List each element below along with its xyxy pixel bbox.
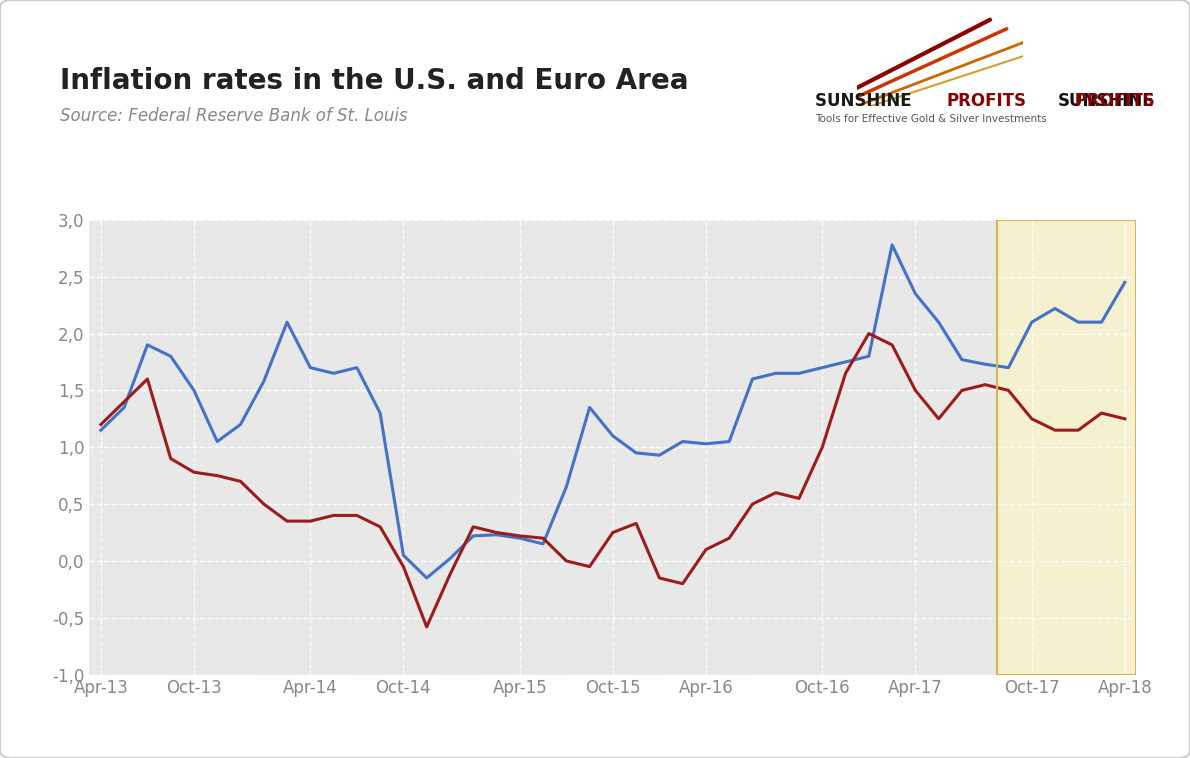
- Bar: [997, 220, 1136, 675]
- Text: PROFITS: PROFITS: [946, 92, 1026, 110]
- Bar: [997, 220, 1136, 675]
- Text: Source: Federal Reserve Bank of St. Louis: Source: Federal Reserve Bank of St. Loui…: [60, 107, 407, 125]
- Text: SUNSHINE: SUNSHINE: [815, 92, 917, 110]
- Text: Tools for Effective Gold & Silver Investments: Tools for Effective Gold & Silver Invest…: [815, 114, 1047, 124]
- Text: PROFITS: PROFITS: [1022, 92, 1154, 110]
- Text: Inflation rates in the U.S. and Euro Area: Inflation rates in the U.S. and Euro Are…: [60, 67, 688, 95]
- Text: SUNSHINE: SUNSHINE: [1058, 92, 1154, 110]
